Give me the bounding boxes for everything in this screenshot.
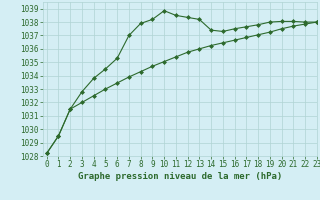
X-axis label: Graphe pression niveau de la mer (hPa): Graphe pression niveau de la mer (hPa) [78, 172, 282, 181]
